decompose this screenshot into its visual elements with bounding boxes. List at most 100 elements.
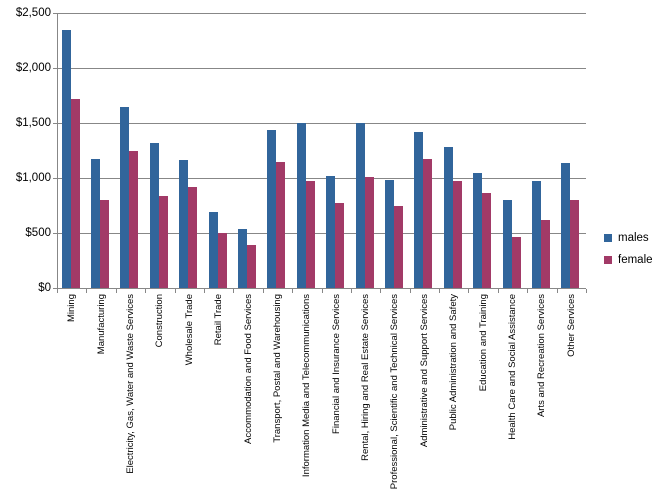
x-axis-label-column: Professional, Scientific and Technical S… bbox=[380, 294, 409, 499]
bar-males bbox=[561, 162, 571, 288]
x-axis-line bbox=[53, 288, 586, 289]
female-swatch bbox=[604, 256, 612, 264]
x-axis-tick bbox=[86, 289, 88, 293]
y-axis-tick-label: $500 bbox=[25, 227, 51, 239]
bar-males bbox=[61, 29, 71, 288]
bar-female bbox=[100, 200, 110, 288]
x-axis-tick bbox=[145, 289, 147, 293]
y-axis-tick-label: $2,500 bbox=[15, 7, 51, 19]
x-axis-tick bbox=[115, 289, 117, 293]
x-axis-label-column: Other Services bbox=[557, 294, 586, 499]
bar-female bbox=[540, 219, 550, 288]
y-axis-tick bbox=[53, 178, 57, 179]
x-axis-label: Mining bbox=[66, 294, 78, 322]
bar-female bbox=[129, 150, 139, 288]
bar-males bbox=[208, 211, 218, 288]
x-axis-tick bbox=[409, 289, 411, 293]
x-axis-label: Administrative and Support Services bbox=[418, 294, 430, 448]
bar-males bbox=[149, 142, 159, 288]
males-swatch bbox=[604, 234, 612, 242]
bar-female bbox=[570, 200, 580, 288]
x-axis-label-column: Retail Trade bbox=[204, 294, 233, 499]
bar-female bbox=[276, 162, 286, 288]
x-axis-label-column: Construction bbox=[145, 294, 174, 499]
bar-female bbox=[482, 193, 492, 288]
y-axis-tick-label: $1,500 bbox=[15, 117, 51, 129]
x-axis-label: Other Services bbox=[565, 294, 577, 357]
x-axis-tick bbox=[350, 289, 352, 293]
x-axis-tick bbox=[439, 289, 441, 293]
bar-female bbox=[305, 181, 315, 288]
gridline bbox=[57, 232, 586, 234]
bar-female bbox=[158, 195, 168, 288]
legend-item-female: female bbox=[604, 254, 653, 266]
x-axis-tick bbox=[292, 289, 294, 293]
legend-label-female: female bbox=[618, 254, 653, 266]
bar-males bbox=[502, 200, 512, 288]
x-axis-label-column: Public Administration and Safety bbox=[439, 294, 468, 499]
y-axis-tick-label: $2,000 bbox=[15, 62, 51, 74]
x-axis-label-column: Financial and Insurance Services bbox=[322, 294, 351, 499]
bar-female bbox=[188, 187, 198, 288]
bar-males bbox=[473, 172, 483, 288]
x-axis-tick bbox=[203, 289, 205, 293]
bar-males bbox=[355, 123, 365, 288]
legend: males female bbox=[604, 232, 653, 276]
bar-female bbox=[217, 233, 227, 288]
x-axis-tick bbox=[262, 289, 264, 293]
gridline bbox=[57, 12, 586, 14]
gridline bbox=[57, 177, 586, 179]
x-axis-label: Wholesale Trade bbox=[183, 294, 195, 366]
bar-males bbox=[443, 147, 453, 288]
gridline bbox=[57, 122, 586, 124]
x-axis-label-column: Education and Training bbox=[468, 294, 497, 499]
x-axis-label-column: Mining bbox=[57, 294, 86, 499]
x-axis-labels: Mining Manufacturing Electricity, Gas, Wat… bbox=[57, 294, 586, 499]
x-axis-tick bbox=[586, 289, 587, 293]
x-axis-tick bbox=[233, 289, 235, 293]
x-axis-label-column: Wholesale Trade bbox=[175, 294, 204, 499]
y-axis-tick bbox=[53, 233, 57, 234]
x-axis-label: Retail Trade bbox=[213, 294, 225, 346]
x-axis-label-column: Information Media and Telecommunications bbox=[292, 294, 321, 499]
x-axis-label: Financial and Insurance Services bbox=[330, 294, 342, 434]
x-axis-label-column: Accommodation and Food Services bbox=[233, 294, 262, 499]
x-axis-label-column: Rental, Hiring and Real Estate Services bbox=[351, 294, 380, 499]
y-axis-tick bbox=[53, 288, 57, 289]
y-axis-line bbox=[57, 13, 58, 288]
bar-female bbox=[70, 98, 80, 288]
x-axis-label: Health Care and Social Assistance bbox=[507, 294, 519, 440]
bar-males bbox=[296, 123, 306, 288]
bar-female bbox=[335, 202, 345, 288]
bar-female bbox=[423, 159, 433, 288]
x-axis-tick bbox=[57, 289, 58, 293]
bar-female bbox=[393, 205, 403, 288]
bar-males bbox=[414, 131, 424, 288]
bar-males bbox=[531, 181, 541, 288]
legend-item-males: males bbox=[604, 232, 653, 244]
x-axis-label-column: Arts and Recreation Services bbox=[527, 294, 556, 499]
bar-males bbox=[91, 158, 101, 288]
x-axis-label: Rental, Hiring and Real Estate Services bbox=[360, 294, 372, 461]
bar-males bbox=[267, 130, 277, 288]
x-axis-tick bbox=[497, 289, 499, 293]
bar-males bbox=[238, 228, 248, 288]
y-axis-tick bbox=[53, 13, 57, 14]
y-axis-tick bbox=[53, 123, 57, 124]
x-axis-label: Electricity, Gas, Water and Waste Servic… bbox=[124, 294, 136, 474]
x-axis-label: Public Administration and Safety bbox=[448, 294, 460, 431]
x-axis-label: Information Media and Telecommunications bbox=[301, 294, 313, 478]
x-axis-tick bbox=[527, 289, 529, 293]
x-axis-label: Professional, Scientific and Technical S… bbox=[389, 294, 401, 490]
x-axis-label: Transport, Postal and Warehousing bbox=[271, 294, 283, 443]
x-axis-tick bbox=[556, 289, 558, 293]
y-axis-tick bbox=[53, 68, 57, 69]
gridline bbox=[57, 67, 586, 69]
y-axis-tick-label: $1,000 bbox=[15, 172, 51, 184]
x-axis-label-column: Manufacturing bbox=[86, 294, 115, 499]
x-axis-tick bbox=[468, 289, 470, 293]
y-axis-tick-label: $0 bbox=[38, 282, 51, 294]
x-axis-label: Construction bbox=[154, 294, 166, 348]
bar-female bbox=[511, 237, 521, 288]
